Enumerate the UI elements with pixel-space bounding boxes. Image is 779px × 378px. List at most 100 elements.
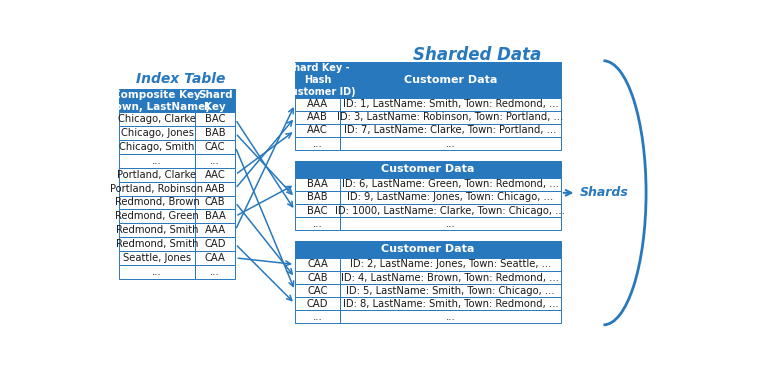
Text: ...: ... (446, 138, 455, 149)
Bar (295, 217, 340, 230)
Text: Composite Key
(Town, LastName): Composite Key (Town, LastName) (104, 90, 210, 112)
Bar (119, 154, 195, 168)
Text: ID: 6, LastName: Green, Town: Redmond, ...: ID: 6, LastName: Green, Town: Redmond, .… (342, 179, 559, 189)
Text: Index Table: Index Table (136, 72, 226, 86)
Bar (195, 89, 235, 112)
Text: Chicago, Smith: Chicago, Smith (119, 142, 195, 152)
Text: ID: 5, LastName: Smith, Town: Chicago, ...: ID: 5, LastName: Smith, Town: Chicago, .… (346, 286, 555, 296)
Bar (119, 112, 195, 126)
Bar (119, 89, 195, 112)
Text: Portland, Robinson: Portland, Robinson (111, 184, 203, 194)
Text: BAA: BAA (307, 179, 328, 189)
Text: Chicago, Jones: Chicago, Jones (121, 128, 193, 138)
Text: ...: ... (446, 218, 455, 229)
Bar (119, 265, 195, 279)
Bar (340, 310, 561, 323)
Text: ...: ... (210, 156, 220, 166)
Bar (295, 310, 340, 323)
Bar (119, 223, 195, 237)
Text: Sharded Data: Sharded Data (413, 46, 541, 64)
Bar (195, 154, 235, 168)
Text: CAA: CAA (205, 253, 226, 263)
Bar (119, 140, 195, 154)
Bar (195, 237, 235, 251)
Bar (340, 217, 561, 230)
Bar (340, 258, 561, 271)
Bar (295, 178, 340, 191)
Bar (295, 98, 340, 111)
Text: CAB: CAB (205, 197, 225, 208)
Bar (295, 111, 340, 124)
Bar (340, 271, 561, 284)
Text: AAB: AAB (307, 112, 328, 122)
Bar (340, 62, 561, 98)
Text: ...: ... (152, 267, 162, 277)
Bar (295, 161, 561, 178)
Bar (295, 297, 340, 310)
Text: ID: 8, LastName: Smith, Town: Redmond, ...: ID: 8, LastName: Smith, Town: Redmond, .… (343, 299, 559, 309)
Text: ID: 1, LastName: Smith, Town: Redmond, ...: ID: 1, LastName: Smith, Town: Redmond, .… (343, 99, 559, 109)
Text: Redmond, Brown: Redmond, Brown (115, 197, 199, 208)
Bar (119, 237, 195, 251)
Text: BAC: BAC (307, 206, 328, 215)
Text: Redmond, Smith: Redmond, Smith (116, 239, 199, 249)
Bar (195, 265, 235, 279)
Bar (340, 297, 561, 310)
Bar (119, 251, 195, 265)
Text: ID: 4, LastName: Brown, Town: Redmond, ...: ID: 4, LastName: Brown, Town: Redmond, .… (341, 273, 559, 282)
Bar (340, 284, 561, 297)
Bar (340, 204, 561, 217)
Text: Customer Data: Customer Data (404, 75, 497, 85)
Text: Redmond, Smith: Redmond, Smith (116, 225, 199, 235)
Text: CAA: CAA (307, 259, 328, 270)
Text: CAC: CAC (205, 142, 225, 152)
Text: Customer Data: Customer Data (381, 164, 474, 174)
Text: CAD: CAD (307, 299, 328, 309)
Bar (295, 191, 340, 204)
Bar (295, 124, 340, 137)
Text: AAC: AAC (205, 170, 226, 180)
Bar (340, 178, 561, 191)
Bar (295, 137, 340, 150)
Bar (295, 241, 561, 258)
Text: ...: ... (312, 312, 323, 322)
Text: BAB: BAB (205, 128, 225, 138)
Bar (295, 271, 340, 284)
Text: Chicago, Clarke: Chicago, Clarke (118, 114, 196, 124)
Text: Redmond, Green: Redmond, Green (115, 211, 199, 221)
Text: ...: ... (446, 312, 455, 322)
Text: Seattle, Jones: Seattle, Jones (123, 253, 191, 263)
Bar (340, 111, 561, 124)
Bar (295, 258, 340, 271)
Text: BAC: BAC (205, 114, 225, 124)
Text: AAC: AAC (307, 125, 328, 135)
Text: ID: 7, LastName: Clarke, Town: Portland, ...: ID: 7, LastName: Clarke, Town: Portland,… (344, 125, 556, 135)
Text: ID: 9, LastName: Jones, Town: Chicago, ...: ID: 9, LastName: Jones, Town: Chicago, .… (347, 192, 554, 203)
Text: Shard Key -
Hash
(Customer ID): Shard Key - Hash (Customer ID) (279, 64, 356, 97)
Text: BAA: BAA (205, 211, 226, 221)
Text: Customer Data: Customer Data (381, 245, 474, 254)
Bar (195, 168, 235, 182)
Bar (195, 112, 235, 126)
Text: ID: 3, LastName: Robinson, Town: Portland, ...: ID: 3, LastName: Robinson, Town: Portlan… (337, 112, 563, 122)
Bar (295, 284, 340, 297)
Bar (195, 126, 235, 140)
Text: ...: ... (152, 156, 162, 166)
Text: Shard
Key: Shard Key (198, 90, 232, 112)
Text: AAA: AAA (205, 225, 226, 235)
Bar (340, 137, 561, 150)
Bar (119, 195, 195, 209)
Text: Shards: Shards (580, 186, 629, 199)
Bar (295, 62, 340, 98)
Bar (119, 126, 195, 140)
Bar (340, 124, 561, 137)
Bar (119, 209, 195, 223)
Bar (340, 98, 561, 111)
Text: CAD: CAD (204, 239, 226, 249)
Text: ID: 2, LastName: Jones, Town: Seattle, ...: ID: 2, LastName: Jones, Town: Seattle, .… (350, 259, 551, 270)
Bar (195, 209, 235, 223)
Bar (119, 168, 195, 182)
Text: ...: ... (312, 138, 323, 149)
Bar (195, 195, 235, 209)
Text: ID: 1000, LastName: Clarke, Town: Chicago, ...: ID: 1000, LastName: Clarke, Town: Chicag… (336, 206, 566, 215)
